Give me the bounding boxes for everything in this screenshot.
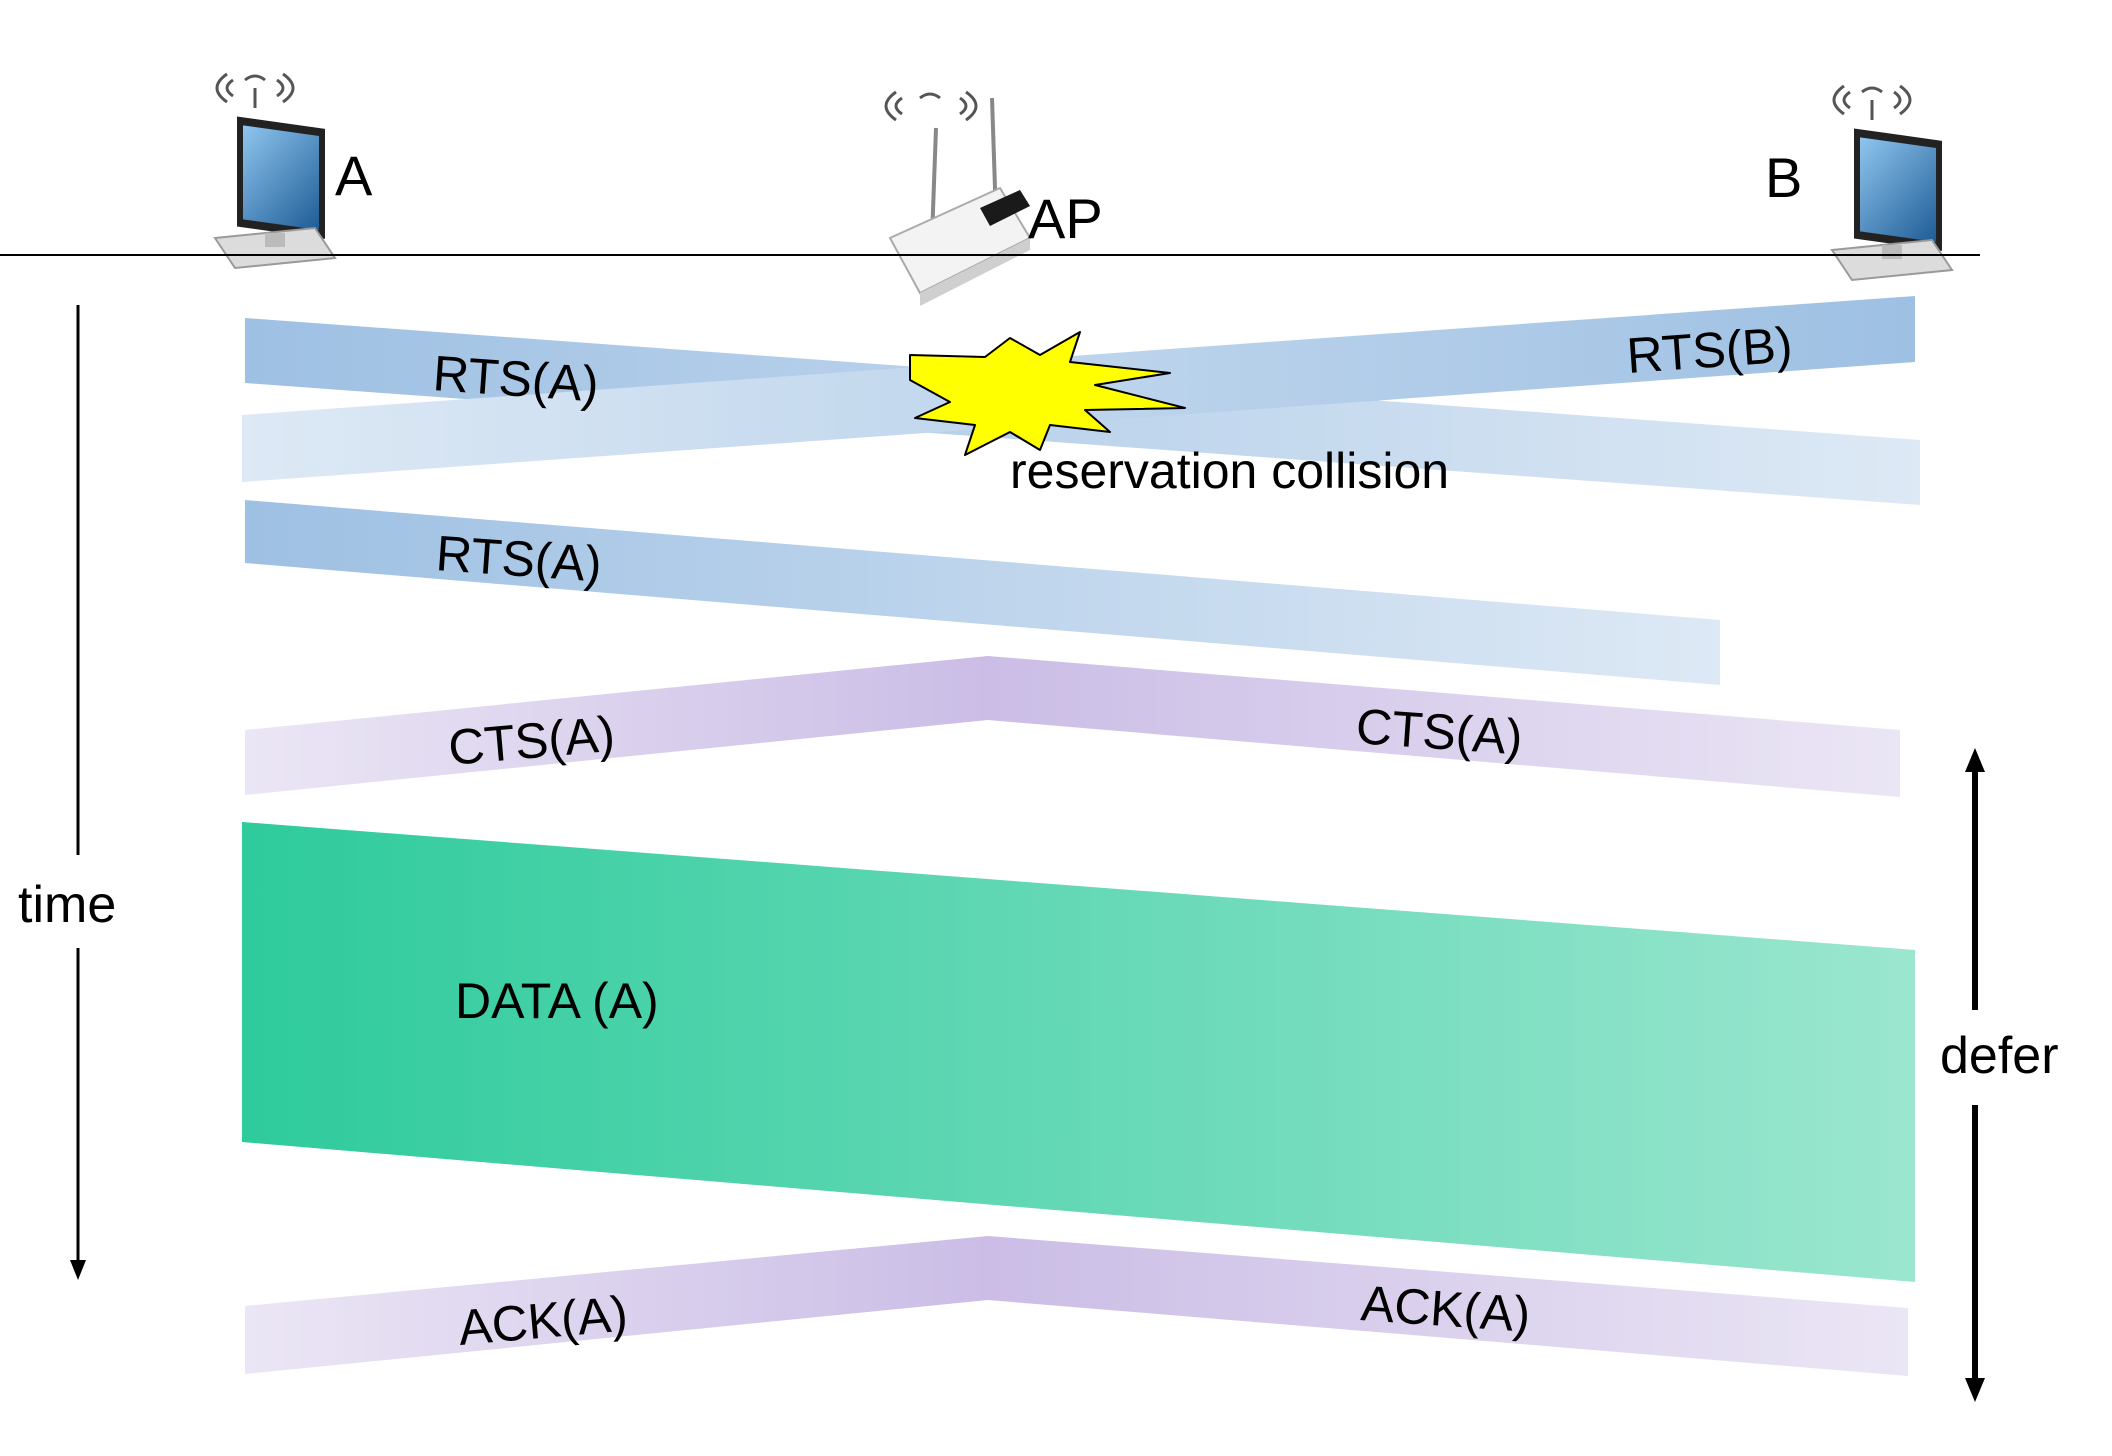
node-a-label: A bbox=[335, 144, 373, 207]
arrow-down-icon bbox=[1965, 1378, 1985, 1402]
rts-a-label: RTS(A) bbox=[431, 345, 600, 412]
wifi-signal-icon bbox=[886, 92, 976, 120]
ack-right-label: ACK(A) bbox=[1359, 1275, 1532, 1343]
arrow-up-icon bbox=[1965, 748, 1985, 772]
cts-right-label: CTS(A) bbox=[1354, 698, 1524, 765]
access-point-icon bbox=[886, 92, 1030, 306]
time-axis bbox=[70, 305, 86, 1280]
data-label: DATA (A) bbox=[455, 973, 659, 1029]
data-band bbox=[242, 822, 1915, 1282]
computer-a-icon bbox=[215, 74, 335, 268]
collision-label: reservation collision bbox=[1010, 443, 1449, 499]
arrow-down-icon bbox=[70, 1260, 86, 1280]
rts-b-label: RTS(B) bbox=[1625, 317, 1794, 384]
node-b-label: B bbox=[1765, 146, 1802, 209]
node-ap-label: AP bbox=[1028, 187, 1103, 250]
computer-b-icon bbox=[1832, 86, 1952, 280]
rts-a-retry-label: RTS(A) bbox=[434, 525, 603, 592]
wifi-signal-icon bbox=[217, 74, 293, 108]
wifi-signal-icon bbox=[1834, 86, 1910, 120]
time-axis-label: time bbox=[18, 876, 116, 934]
cts-band-left bbox=[245, 656, 988, 795]
defer-label: defer bbox=[1940, 1027, 2059, 1085]
